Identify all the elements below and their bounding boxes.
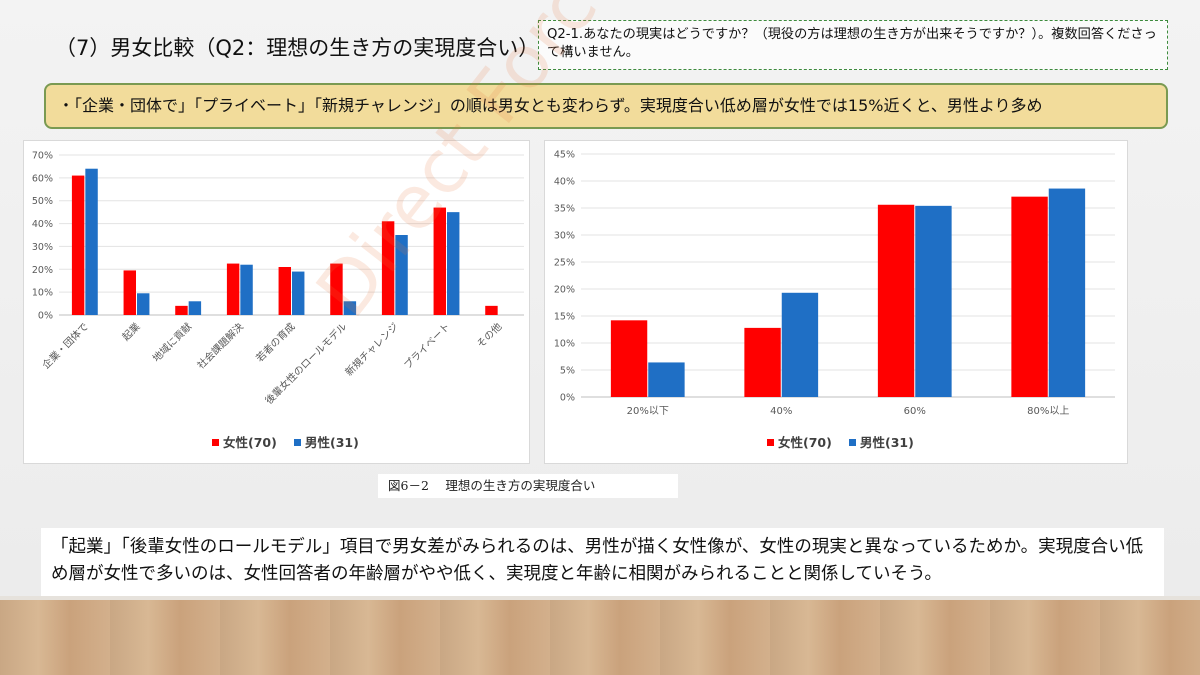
bar-female xyxy=(1011,196,1048,397)
legend-swatch-female xyxy=(212,439,219,446)
commentary-note: 「起業」「後輩女性のロールモデル」項目で男女差がみられるのは、男性が描く女性像が… xyxy=(41,528,1164,596)
x-category-label: 20%以下 xyxy=(627,406,669,417)
slide-title: （7）男女比較（Q2：理想の生き方の実現度合い） xyxy=(55,36,540,60)
bar-female xyxy=(610,320,648,397)
bar-female xyxy=(226,263,240,315)
bar-male xyxy=(447,212,460,315)
legend-swatch-male xyxy=(294,439,301,446)
bar-female xyxy=(278,267,291,315)
chart-ideal-lifestyle-by-gender: 0% 10% 20% 30% 40% 50% 60% 70% 企業・団体で 起業 地域に貢献 社会課題… xyxy=(23,140,530,464)
figure-caption: 図6－2 理想の生き方の実現度合い xyxy=(378,474,678,498)
y-tick-label: 0% xyxy=(38,311,53,322)
y-tick-label: 45% xyxy=(554,150,575,161)
bar-male xyxy=(85,168,98,315)
summary-banner: ・「企業・団体で」「プライベート」「新規チャレンジ」の順は男女とも変わらず。実現… xyxy=(44,83,1168,129)
bar-male xyxy=(188,301,202,315)
x-category-label: 若者の育成 xyxy=(253,320,298,365)
y-tick-label: 60% xyxy=(32,173,53,184)
bar-female xyxy=(175,305,188,315)
chart1-svg: 0% 10% 20% 30% 40% 50% 60% 70% 企業・団体で 起業 地域に貢献 社会課題… xyxy=(32,151,524,450)
x-category-label: その他 xyxy=(474,320,504,350)
legend-label-male: 男性(31) xyxy=(860,435,914,450)
x-category-label: 起業 xyxy=(119,320,142,343)
bar-female xyxy=(381,221,395,315)
y-tick-label: 0% xyxy=(560,393,575,404)
y-tick-label: 20% xyxy=(32,265,53,276)
y-tick-label: 70% xyxy=(32,151,53,162)
question-box: Q2-1.あなたの現実はどうですか？（現役の方は理想の生き方が出来そうですか？）… xyxy=(538,20,1168,70)
bar-male xyxy=(1048,188,1086,397)
x-category-label: 80%以上 xyxy=(1027,405,1069,417)
bar-female xyxy=(71,175,85,315)
y-tick-label: 10% xyxy=(554,339,575,350)
x-category-label: 企業・団体で xyxy=(39,320,91,372)
legend-label-female: 女性(70) xyxy=(778,435,832,450)
y-tick-label: 50% xyxy=(32,196,53,207)
x-category-label: プライベート xyxy=(402,321,453,372)
x-category-label: 社会課題解決 xyxy=(194,320,246,372)
bar-female xyxy=(744,327,781,397)
bar-female xyxy=(433,207,446,315)
legend-swatch-male xyxy=(849,439,856,446)
bar-male xyxy=(240,264,253,315)
y-tick-label: 25% xyxy=(554,258,575,269)
y-tick-label: 5% xyxy=(560,366,575,377)
y-tick-label: 30% xyxy=(554,231,575,242)
bar-male xyxy=(395,235,408,315)
x-category-label: 新規チャレンジ xyxy=(342,320,401,379)
floor-edge xyxy=(0,596,1200,602)
bar-male xyxy=(915,205,952,397)
bar-female xyxy=(123,270,136,315)
y-tick-label: 40% xyxy=(32,219,53,230)
y-tick-label: 15% xyxy=(554,312,575,323)
bar-male xyxy=(648,362,685,397)
x-category-label: 後輩女性のロールモデル xyxy=(262,320,349,407)
y-tick-label: 10% xyxy=(32,288,53,299)
x-category-label: 40% xyxy=(770,406,792,417)
y-tick-label: 40% xyxy=(554,177,575,188)
bar-female xyxy=(330,263,343,315)
x-category-label: 地域に貢献 xyxy=(150,320,195,365)
bar-male xyxy=(781,292,819,397)
wooden-floor xyxy=(0,600,1200,675)
bar-female xyxy=(877,204,915,397)
y-tick-label: 35% xyxy=(554,204,575,215)
legend-label-female: 女性(70) xyxy=(223,435,277,450)
bar-male xyxy=(292,271,305,315)
chart-realization-degree-by-gender: 0% 5% 10% 15% 20% 25% 30% 35% 40% 45% 20%以下 40% 60% 8… xyxy=(544,140,1128,464)
y-tick-label: 20% xyxy=(554,285,575,296)
x-category-label: 60% xyxy=(904,406,926,417)
bar-male xyxy=(343,301,357,315)
legend-swatch-female xyxy=(767,439,774,446)
chart2-svg: 0% 5% 10% 15% 20% 25% 30% 35% 40% 45% 20%以下 40% 60% 8… xyxy=(554,150,1115,450)
bar-female xyxy=(485,305,498,315)
y-tick-label: 30% xyxy=(32,242,53,253)
bar-male xyxy=(137,293,150,315)
legend-label-male: 男性(31) xyxy=(305,435,359,450)
